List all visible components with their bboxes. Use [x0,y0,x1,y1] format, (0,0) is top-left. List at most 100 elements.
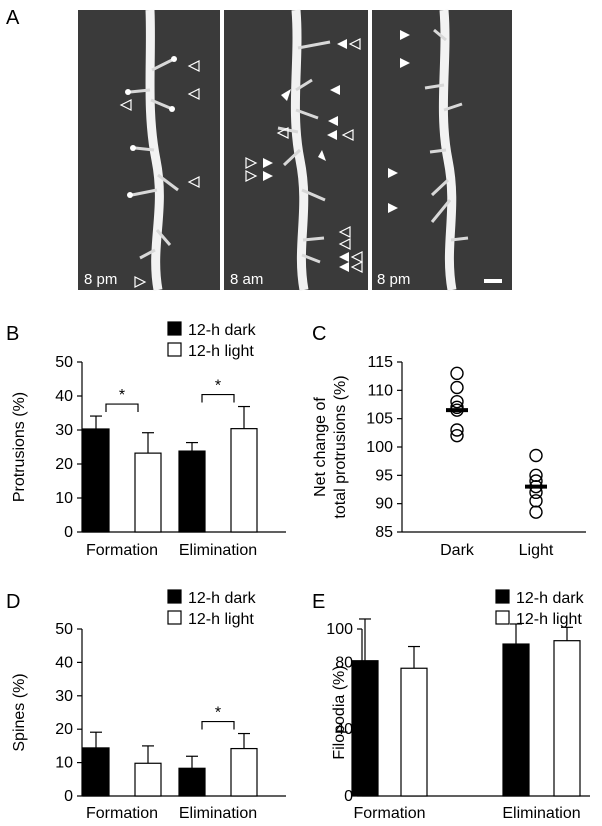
x-category-label: Dark [440,542,475,559]
legend-label: 12-h light [188,343,254,360]
data-point [529,494,543,508]
legend-swatch-light [167,342,182,357]
significance-bracket [201,393,235,403]
bar-light [553,640,581,797]
y-tick-label: 95 [375,467,393,484]
legend-swatch-dark [495,589,510,604]
y-tick-label: 20 [55,456,73,473]
y-tick-label: 50 [55,354,73,371]
panel-a-letter: A [6,7,20,29]
chart-e: 0 40 80 100 Filopodia (%) Formation Eliminatio… [326,589,590,822]
y-tick-label: 110 [367,382,393,399]
legend-swatch-light [167,610,182,625]
y-axis-label: Filopodia (%) [331,665,348,759]
legend-label: 12-h light [188,611,254,628]
y-tick-label: 100 [366,439,393,456]
open-arrowheads [119,60,200,288]
filled-arrowheads [263,39,349,272]
y-tick-label: 0 [64,524,73,541]
x-category-label: Elimination [502,805,580,822]
data-point [450,366,464,381]
significance-bracket [105,403,139,413]
significance-bracket [201,720,235,730]
y-tick-label: 30 [55,688,73,705]
bar-dark [82,747,110,797]
chart-d: 0 10 20 30 40 50 Spines (%) Formation Eliminatio… [11,589,286,822]
bar-dark [178,450,206,533]
micrograph-1-time-label: 8 pm [84,271,117,288]
filled-arrowheads [388,30,410,213]
micrograph-3: 8 pm [372,9,512,291]
y-axis-label-line: Net change of [312,397,329,497]
y-tick-label: 115 [367,354,393,371]
bar-light [230,747,258,797]
micrograph-2: 8 am [224,9,368,291]
y-tick-label: 85 [375,524,393,541]
micrograph-2-time-label: 8 am [230,271,263,288]
spine-heads [125,56,177,198]
open-arrowheads [245,38,363,273]
y-tick-label: 90 [375,496,393,513]
spines [277,40,331,264]
x-category-label: Formation [86,542,158,559]
bar-dark [178,767,206,797]
panel-e-letter: E [312,591,325,613]
legend-swatch-light [495,610,510,625]
chart-b: 0 10 20 30 40 50 Protrusions (%) Formation * Elim… [11,321,286,559]
y-tick-label: 10 [55,490,73,507]
y-tick-label: 105 [366,411,393,428]
y-tick-label: 40 [335,721,353,738]
y-tick-label: 100 [326,621,353,638]
panel-d-letter: D [6,591,20,613]
x-category-label: Formation [86,805,158,822]
bar-light [134,762,162,797]
data-point [450,380,464,395]
legend-label: 12-h dark [188,322,257,339]
legend-label: 12-h dark [516,590,585,607]
y-axis-label-line: total protrusions (%) [332,375,349,518]
legend-swatch-dark [167,321,182,336]
x-category-label: Light [519,542,554,559]
data-point [450,428,464,443]
legend-swatch-dark [167,589,182,604]
significance-star: * [215,378,221,395]
legend-label: 12-h light [516,611,582,628]
data-point [529,505,543,519]
y-tick-label: 0 [64,788,73,805]
y-tick-label: 40 [55,388,73,405]
chart-c: 85 90 95 100 105 110 115 Net change of total pro… [312,354,586,559]
data-point [450,394,464,409]
dendrite-shaft [438,9,457,291]
y-axis-label: Protrusions (%) [11,392,28,502]
x-category-label: Elimination [179,805,257,822]
spines [424,28,469,242]
panel-c-letter: C [312,323,326,345]
bar-dark [351,660,379,797]
y-tick-label: 50 [55,621,73,638]
bar-light [230,428,258,533]
dendrite-shaft [290,9,309,291]
data-point [450,423,464,437]
data-point [529,448,543,463]
significance-star: * [119,387,125,404]
bar-light [134,452,162,533]
panel-b-letter: B [6,323,19,345]
y-tick-label: 30 [55,422,73,439]
micrograph-3-time-label: 8 pm [377,271,410,288]
y-axis-label: Spines (%) [11,673,28,751]
legend-label: 12-h dark [188,590,257,607]
scale-bar [484,279,502,283]
x-category-label: Elimination [179,542,257,559]
y-tick-label: 0 [344,788,353,805]
bar-light [400,667,428,797]
y-tick-label: 10 [55,755,73,772]
x-category-label: Formation [353,805,425,822]
micrograph-1: 8 pm [78,9,220,291]
spines [129,58,179,260]
y-tick-label: 20 [55,721,73,738]
y-tick-label: 80 [335,654,353,671]
bar-dark [82,428,110,533]
y-tick-label: 40 [55,654,73,671]
bar-dark [502,643,530,797]
